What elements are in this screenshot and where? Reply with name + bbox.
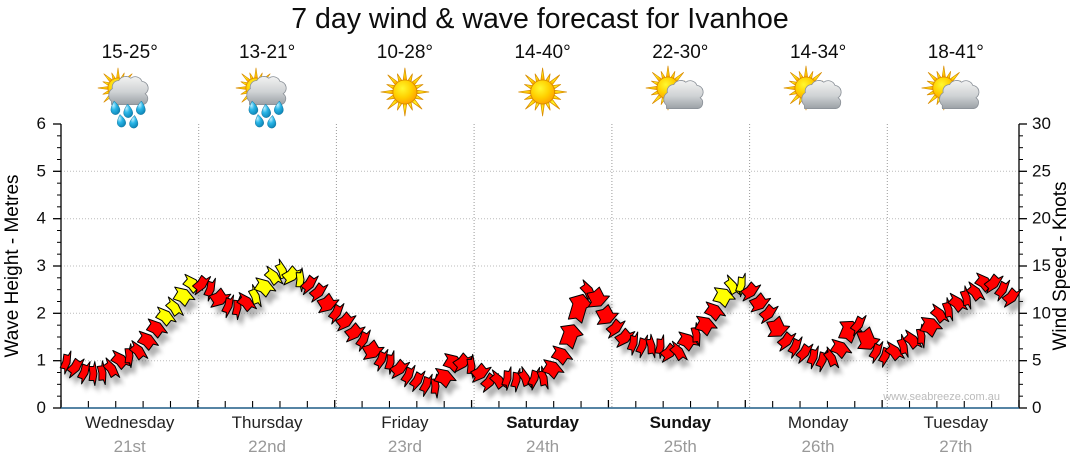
svg-text:23rd: 23rd [388,437,422,456]
svg-text:Tuesday: Tuesday [924,413,989,432]
svg-text:Monday: Monday [788,413,849,432]
svg-text:5: 5 [37,161,46,180]
svg-text:1: 1 [37,351,46,370]
svg-text:6: 6 [37,114,46,133]
svg-text:25: 25 [1032,161,1051,180]
svg-text:24th: 24th [526,437,559,456]
svg-text:18-41°: 18-41° [928,42,984,63]
svg-text:25th: 25th [664,437,697,456]
svg-text:14-40°: 14-40° [514,42,570,63]
svg-text:Sunday: Sunday [650,413,712,432]
svg-text:30: 30 [1032,114,1051,133]
svg-text:www.seabreeze.com.au: www.seabreeze.com.au [882,391,1000,403]
svg-text:15: 15 [1032,256,1051,275]
svg-text:22-30°: 22-30° [652,42,708,63]
svg-text:10: 10 [1032,303,1051,322]
svg-text:0: 0 [1032,398,1041,417]
svg-text:22nd: 22nd [248,437,286,456]
svg-text:26th: 26th [802,437,835,456]
svg-text:Friday: Friday [381,413,429,432]
svg-text:10-28°: 10-28° [377,42,433,63]
svg-text:5: 5 [1032,351,1041,370]
svg-text:Wednesday: Wednesday [85,413,175,432]
svg-text:Thursday: Thursday [232,413,303,432]
svg-text:Wave Height - Metres: Wave Height - Metres [2,174,23,357]
svg-text:7 day wind & wave forecast for: 7 day wind & wave forecast for Ivanhoe [291,3,788,35]
svg-text:20: 20 [1032,209,1051,228]
svg-text:21st: 21st [114,437,146,456]
svg-text:2: 2 [37,303,46,322]
svg-text:3: 3 [37,256,46,275]
svg-text:14-34°: 14-34° [790,42,846,63]
svg-text:Wind Speed - Knots: Wind Speed - Knots [1050,182,1071,351]
svg-text:4: 4 [37,209,46,228]
svg-text:0: 0 [37,398,46,417]
svg-text:Saturday: Saturday [506,413,579,432]
svg-text:13-21°: 13-21° [239,42,295,63]
svg-text:15-25°: 15-25° [102,42,158,63]
svg-text:27th: 27th [939,437,972,456]
